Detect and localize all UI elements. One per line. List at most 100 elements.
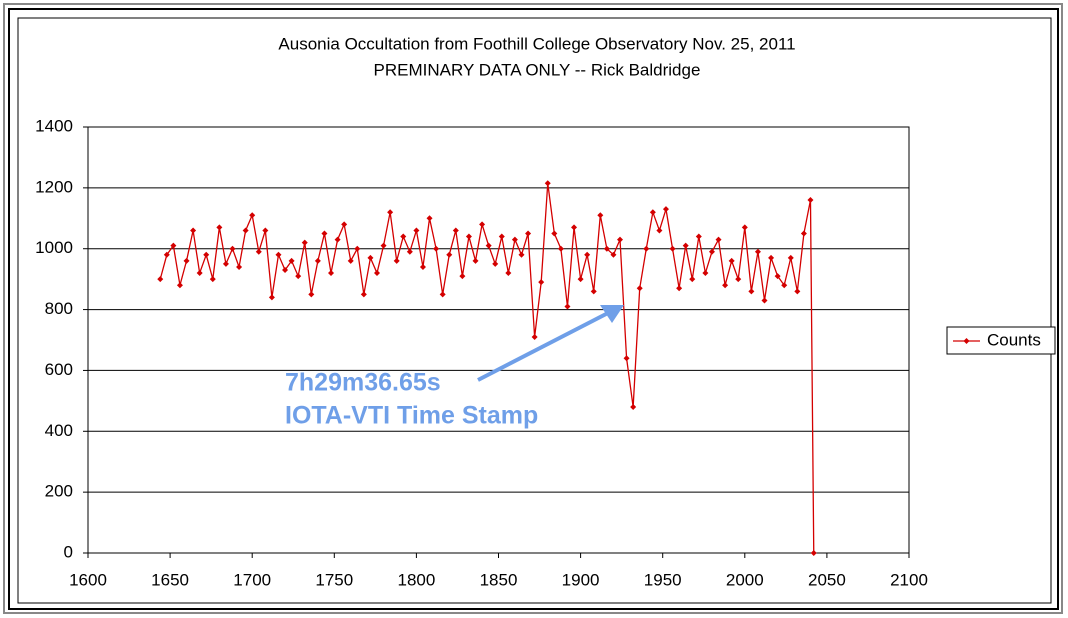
- data-point: [728, 257, 735, 264]
- x-tick-label: 1950: [644, 570, 682, 589]
- data-point: [295, 273, 302, 280]
- data-point: [662, 206, 669, 213]
- data-point: [433, 245, 440, 252]
- y-tick-label: 400: [45, 421, 73, 440]
- data-point: [557, 245, 564, 252]
- data-point: [525, 230, 532, 237]
- data-point: [249, 212, 256, 219]
- data-point: [610, 251, 617, 258]
- y-tick-label: 0: [64, 542, 73, 561]
- data-point: [203, 251, 210, 258]
- data-point: [452, 227, 459, 234]
- data-point: [544, 180, 551, 187]
- data-point: [676, 285, 683, 292]
- data-point: [472, 257, 479, 264]
- x-tick-label: 2000: [726, 570, 764, 589]
- data-point: [170, 242, 177, 249]
- x-tick-label: 1800: [397, 570, 435, 589]
- data-point: [360, 291, 367, 298]
- data-point: [373, 270, 380, 277]
- data-point: [347, 257, 354, 264]
- data-point: [564, 303, 571, 310]
- data-point: [308, 291, 315, 298]
- data-point: [275, 251, 282, 258]
- data-point: [531, 333, 538, 340]
- data-point: [807, 197, 814, 204]
- data-point: [334, 236, 341, 243]
- x-tick-label: 1650: [151, 570, 189, 589]
- y-tick-label: 1200: [35, 177, 73, 196]
- data-point: [354, 245, 361, 252]
- data-point: [446, 251, 453, 258]
- x-tick-label: 2100: [890, 570, 928, 589]
- annotation: IOTA-VTI Time Stamp: [285, 402, 538, 430]
- data-point: [314, 257, 321, 264]
- data-point: [341, 221, 348, 228]
- data-point: [400, 233, 407, 240]
- data-point: [754, 248, 761, 255]
- data-point: [301, 239, 308, 246]
- data-point: [367, 254, 374, 261]
- data-point: [669, 245, 676, 252]
- x-tick-label: 1600: [69, 570, 107, 589]
- data-point: [229, 245, 236, 252]
- data-point: [196, 270, 203, 277]
- data-point: [787, 254, 794, 261]
- data-point: [209, 276, 216, 283]
- data-point: [505, 270, 512, 277]
- data-point: [498, 233, 505, 240]
- chart-subtitle: PREMINARY DATA ONLY -- Rick Baldridge: [374, 60, 701, 79]
- data-point: [643, 245, 650, 252]
- data-point: [761, 297, 768, 304]
- data-point: [682, 242, 689, 249]
- arrow-head: [600, 305, 624, 323]
- data-point: [538, 279, 545, 286]
- data-point: [768, 254, 775, 261]
- data-point: [708, 248, 715, 255]
- data-point: [748, 288, 755, 295]
- data-point: [689, 276, 696, 283]
- data-point: [479, 221, 486, 228]
- data-point: [262, 227, 269, 234]
- data-point: [590, 288, 597, 295]
- x-tick-label: 1750: [315, 570, 353, 589]
- data-point: [492, 260, 499, 267]
- data-point: [163, 251, 170, 258]
- data-point: [623, 355, 630, 362]
- data-point: [387, 209, 394, 216]
- y-tick-label: 1000: [35, 238, 73, 257]
- data-point: [459, 273, 466, 280]
- x-tick-label: 1900: [562, 570, 600, 589]
- data-point: [702, 270, 709, 277]
- data-point: [577, 276, 584, 283]
- data-point: [722, 282, 729, 289]
- data-point: [216, 224, 223, 231]
- data-point: [781, 282, 788, 289]
- data-point: [511, 236, 518, 243]
- chart-area: [17, 17, 1052, 604]
- frame: [8, 8, 1059, 610]
- data-point: [413, 227, 420, 234]
- data-point: [406, 248, 413, 255]
- y-tick-label: 600: [45, 360, 73, 379]
- data-point: [810, 550, 817, 556]
- data-point: [282, 267, 289, 274]
- data-point: [571, 224, 578, 231]
- data-point: [288, 257, 295, 264]
- data-point: [426, 215, 433, 222]
- data-point: [800, 230, 807, 237]
- data-point: [597, 212, 604, 219]
- data-point: [465, 233, 472, 240]
- data-point: [617, 236, 624, 243]
- data-point: [419, 263, 426, 270]
- y-tick-label: 800: [45, 299, 73, 318]
- data-point: [603, 245, 610, 252]
- data-point: [222, 260, 229, 267]
- data-point: [190, 227, 197, 234]
- y-tick-label: 1400: [35, 116, 73, 135]
- data-point: [380, 242, 387, 249]
- x-tick-label: 1850: [480, 570, 518, 589]
- legend-label: Counts: [987, 330, 1041, 349]
- chart-title: Ausonia Occultation from Foothill Colleg…: [278, 34, 795, 53]
